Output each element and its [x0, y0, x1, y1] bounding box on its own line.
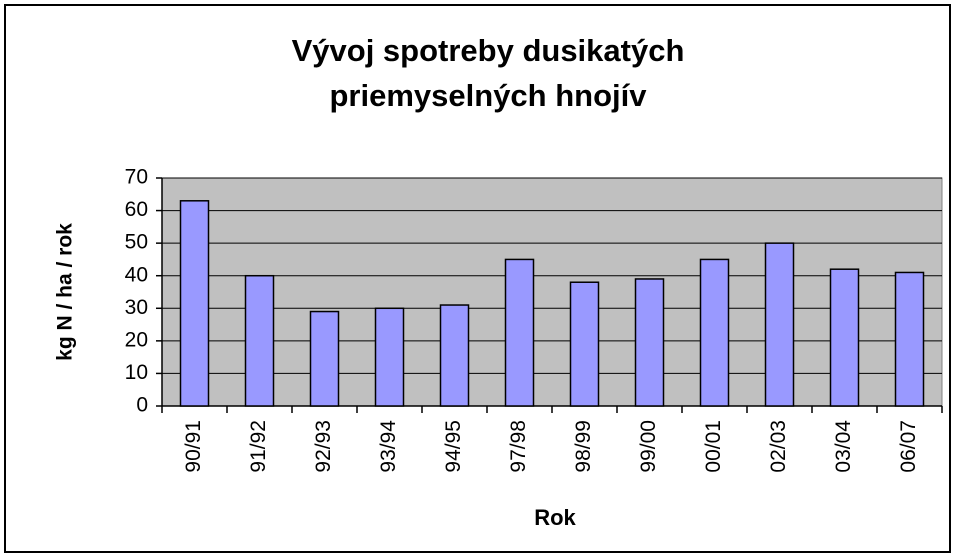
y-tick-label: 70: [125, 166, 148, 189]
chart-title: priemyselných hnojív: [330, 78, 648, 113]
y-tick-label: 10: [125, 361, 148, 384]
x-tick-label: 06/07: [897, 420, 920, 473]
y-tick-label: 40: [125, 263, 148, 286]
bar: [309, 310, 340, 407]
y-tick-label: 20: [125, 328, 148, 351]
x-tick-label: 92/93: [312, 420, 335, 473]
y-tick-label: 60: [125, 198, 148, 221]
bar: [829, 268, 860, 407]
bar: [179, 200, 210, 407]
plot-area: [161, 177, 943, 407]
x-tick-label: 91/92: [247, 420, 270, 473]
x-tick-label: 94/95: [442, 420, 465, 473]
bar: [374, 307, 405, 407]
x-tick-label: 03/04: [832, 420, 855, 473]
bar: [764, 242, 795, 407]
y-tick-label: 0: [136, 394, 148, 417]
x-axis-title: Rok: [534, 505, 576, 530]
y-tick-label: 50: [125, 231, 148, 254]
bar: [699, 258, 730, 407]
chart-title: Vývoj spotreby dusikatých: [292, 33, 685, 68]
bar: [634, 278, 665, 407]
x-tick-label: 90/91: [182, 420, 205, 473]
x-tick-label: 00/01: [702, 420, 725, 473]
y-axis-title: kg N / ha / rok: [54, 223, 77, 361]
bar: [504, 258, 535, 407]
x-tick-label: 02/03: [767, 420, 790, 473]
bar: [244, 274, 275, 407]
bar: [439, 304, 470, 407]
x-tick-label: 99/00: [637, 420, 660, 473]
x-tick-label: 93/94: [377, 420, 400, 473]
bar: [894, 271, 925, 407]
bar: [569, 281, 600, 407]
x-tick-label: 97/98: [507, 420, 530, 473]
x-tick-label: 98/99: [572, 420, 595, 473]
y-tick-label: 30: [125, 296, 148, 319]
